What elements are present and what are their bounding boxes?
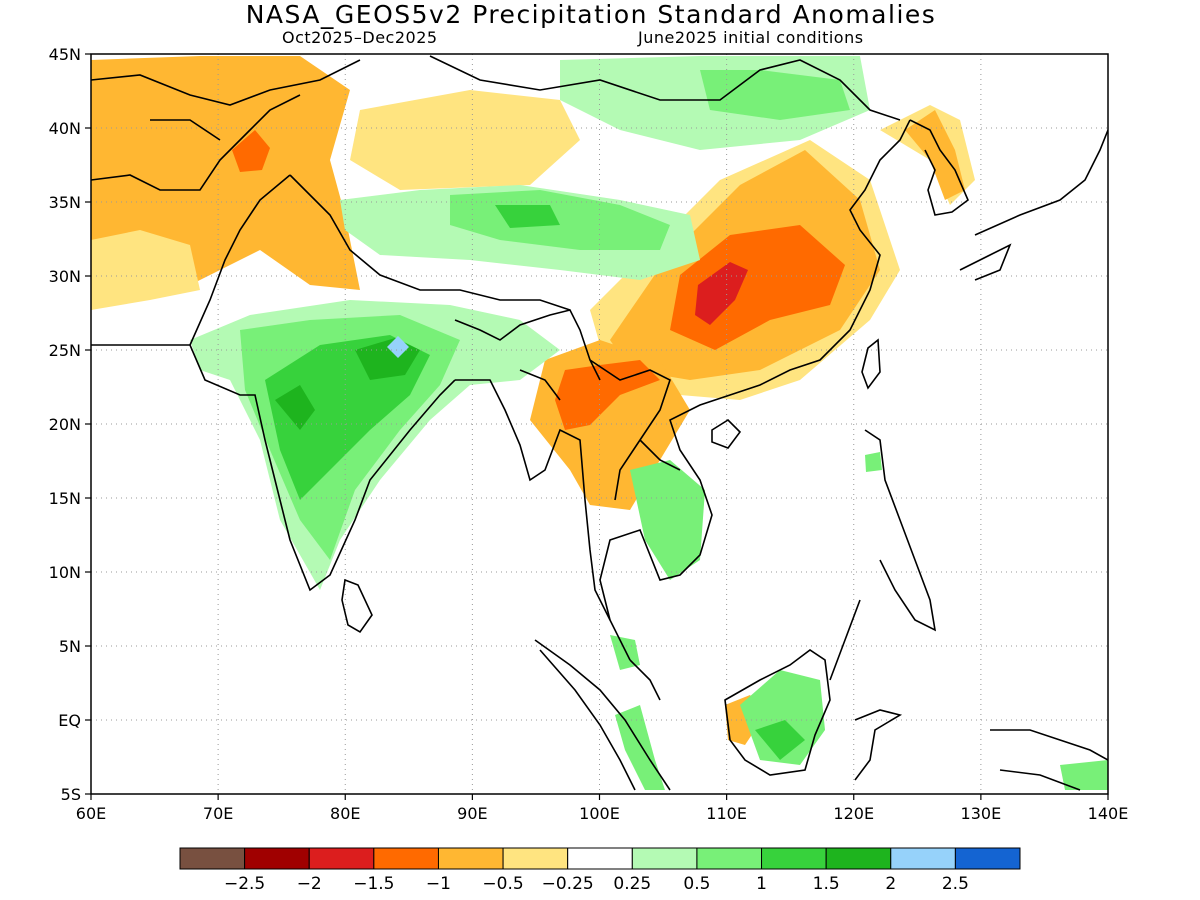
colorbar-swatch (437, 847, 504, 870)
colorbar-swatch (696, 847, 763, 870)
lon-tick-label: 90E (457, 804, 487, 823)
coastline-indochina (599, 119, 911, 701)
anomaly-fields (91, 56, 1108, 790)
border-indochina-inner (589, 359, 681, 501)
lon-tick-label: 130E (961, 804, 1002, 823)
coastline-bay-of-bengal-east (455, 379, 631, 661)
wet-region-borneo (740, 670, 825, 765)
colorbar-label: −0.5 (482, 874, 523, 894)
colorbar-label: 2 (885, 874, 896, 894)
wet-core-tibet (495, 205, 560, 228)
colorbar-swatch (373, 847, 439, 870)
lon-tick-label: 100E (579, 804, 620, 823)
border-central-asia (91, 59, 361, 141)
dry-region-myanmar-strong (555, 360, 660, 430)
wet-region-north-china-moderate (700, 70, 850, 120)
colorbar-label: −1 (426, 874, 451, 894)
colorbar-swatch (954, 847, 1021, 870)
colorbar-label: 2.5 (942, 874, 969, 894)
colorbar-swatch (761, 847, 827, 870)
wet-region-philippines (865, 452, 882, 472)
dry-region-afghanistan-core (232, 130, 270, 172)
colorbar-label: 0.25 (613, 874, 651, 894)
lat-tick-label: 30N (49, 267, 81, 286)
colorbar-swatch (890, 847, 956, 870)
colorbar-label: −2.5 (224, 874, 265, 894)
wet-region-indochina-east (630, 460, 705, 580)
wet-core-borneo (755, 720, 805, 760)
initial-conditions-subtitle: June2025 initial conditions (638, 28, 864, 47)
coastline-japan (959, 129, 1108, 281)
lon-tick-label: 140E (1088, 804, 1129, 823)
colorbar-swatch (631, 847, 698, 870)
colorbar-label: 1.5 (813, 874, 840, 894)
lon-tick-label: 60E (76, 804, 106, 823)
border-himalaya (289, 174, 571, 311)
dry-core-central-china (695, 262, 748, 325)
coastline-sumatra (534, 639, 671, 791)
wet-core-india (275, 385, 315, 430)
colorbar: −2.5 −2 −1.5 −1 −0.5 −0.25 0.25 0.5 1 1.5 2 2.5 (179, 847, 1021, 894)
coastline-india (91, 344, 456, 592)
colorbar-label: 1 (756, 874, 767, 894)
lon-tick-label: 80E (330, 804, 360, 823)
lat-tick-label: 40N (49, 119, 81, 138)
lat-tick-label: 35N (49, 193, 81, 212)
colorbar-label: −0.25 (542, 874, 594, 894)
dry-weak-iran (91, 230, 200, 310)
lon-tick-label: 110E (706, 804, 747, 823)
coastline-sri-lanka (341, 578, 373, 634)
map-title: NASA_GEOS5v2 Precipitation Standard Anom… (245, 0, 937, 29)
lon-tick-label: 120E (833, 804, 874, 823)
wet-region-east-edge (1060, 760, 1108, 790)
border-bangladesh-myanmar (454, 309, 601, 401)
latitude-axis: 45N 40N 35N 30N 25N 20N 15N 10N 5N EQ 5S (49, 45, 91, 804)
colorbar-label: −2 (297, 874, 322, 894)
lat-tick-label: 5S (61, 785, 81, 804)
lat-tick-label: 45N (49, 45, 81, 64)
border-china-mongolia (429, 55, 901, 121)
gridlines (91, 54, 1108, 794)
colorbar-swatch (244, 847, 310, 870)
dry-region-korea (905, 110, 965, 200)
coastline-philippines (829, 429, 937, 681)
coastline-korea (909, 119, 969, 216)
colorbar-label: 0.5 (683, 874, 710, 894)
colorbar-swatch (567, 847, 633, 870)
lat-tick-label: 10N (49, 563, 81, 582)
coastline-borneo (724, 649, 831, 776)
lat-tick-label: EQ (58, 711, 81, 730)
colorbar-swatch (308, 847, 375, 870)
wet-region-sumatra (615, 705, 665, 790)
colorbar-swatch (179, 847, 246, 870)
longitude-axis: 60E 70E 80E 90E 100E 110E 120E 130E 140E (76, 794, 1129, 823)
border-pakistan-afghanistan (91, 94, 301, 346)
coastline-sulawesi (854, 709, 903, 781)
season-subtitle: Oct2025–Dec2025 (282, 28, 438, 47)
dry-weak-mongolia (350, 90, 580, 190)
coastlines (91, 55, 1108, 791)
wet-region-malay (610, 635, 640, 670)
colorbar-swatch (825, 847, 892, 870)
lat-tick-label: 25N (49, 341, 81, 360)
colorbar-swatch (502, 847, 569, 870)
coastline-new-guinea (990, 729, 1108, 791)
wet-extreme-cell (387, 336, 409, 358)
colorbar-label: −1.5 (353, 874, 394, 894)
lat-tick-label: 20N (49, 415, 81, 434)
lat-tick-label: 15N (49, 489, 81, 508)
coastline-taiwan (861, 338, 881, 390)
coastline-hainan (711, 418, 742, 449)
lat-tick-label: 5N (59, 637, 81, 656)
lon-tick-label: 70E (203, 804, 233, 823)
